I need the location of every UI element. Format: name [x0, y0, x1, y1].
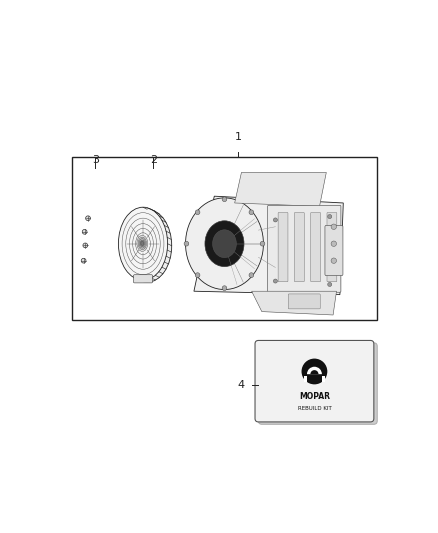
FancyBboxPatch shape — [288, 294, 320, 309]
Ellipse shape — [123, 209, 172, 282]
Circle shape — [222, 197, 227, 201]
Ellipse shape — [141, 241, 144, 246]
Circle shape — [83, 243, 88, 248]
FancyBboxPatch shape — [325, 225, 343, 276]
Ellipse shape — [118, 207, 168, 280]
Circle shape — [331, 241, 336, 246]
Polygon shape — [251, 291, 336, 315]
Circle shape — [331, 258, 336, 263]
FancyBboxPatch shape — [294, 213, 304, 282]
Ellipse shape — [205, 221, 244, 266]
Text: MOPAR: MOPAR — [299, 392, 330, 401]
Wedge shape — [307, 367, 322, 374]
Circle shape — [273, 279, 277, 283]
FancyBboxPatch shape — [304, 376, 307, 382]
Wedge shape — [311, 370, 318, 374]
FancyBboxPatch shape — [322, 376, 325, 382]
Circle shape — [260, 241, 265, 246]
Polygon shape — [194, 196, 343, 295]
Ellipse shape — [186, 198, 263, 289]
Ellipse shape — [212, 230, 237, 257]
FancyBboxPatch shape — [311, 213, 321, 282]
Circle shape — [82, 229, 87, 234]
Bar — [72, 157, 377, 320]
Text: 2: 2 — [150, 155, 157, 165]
FancyBboxPatch shape — [255, 341, 374, 422]
FancyBboxPatch shape — [327, 213, 337, 282]
Circle shape — [249, 210, 254, 215]
Ellipse shape — [137, 236, 148, 252]
Text: REBUILD KIT: REBUILD KIT — [297, 406, 331, 410]
Circle shape — [328, 282, 332, 286]
Ellipse shape — [139, 239, 145, 248]
Ellipse shape — [138, 237, 147, 249]
Ellipse shape — [140, 240, 145, 247]
Circle shape — [273, 218, 277, 222]
Polygon shape — [235, 172, 326, 206]
FancyBboxPatch shape — [258, 343, 377, 424]
Text: 1: 1 — [235, 132, 241, 142]
FancyBboxPatch shape — [278, 213, 288, 282]
Circle shape — [86, 216, 90, 221]
Circle shape — [301, 359, 327, 384]
FancyBboxPatch shape — [268, 205, 341, 292]
Circle shape — [328, 214, 332, 219]
Circle shape — [81, 259, 86, 263]
Circle shape — [184, 241, 189, 246]
Text: 4: 4 — [238, 380, 245, 390]
FancyBboxPatch shape — [134, 275, 152, 283]
Circle shape — [331, 224, 336, 229]
Text: 3: 3 — [92, 155, 99, 165]
Circle shape — [195, 210, 200, 215]
Circle shape — [195, 273, 200, 278]
Circle shape — [222, 286, 227, 290]
Circle shape — [249, 273, 254, 278]
